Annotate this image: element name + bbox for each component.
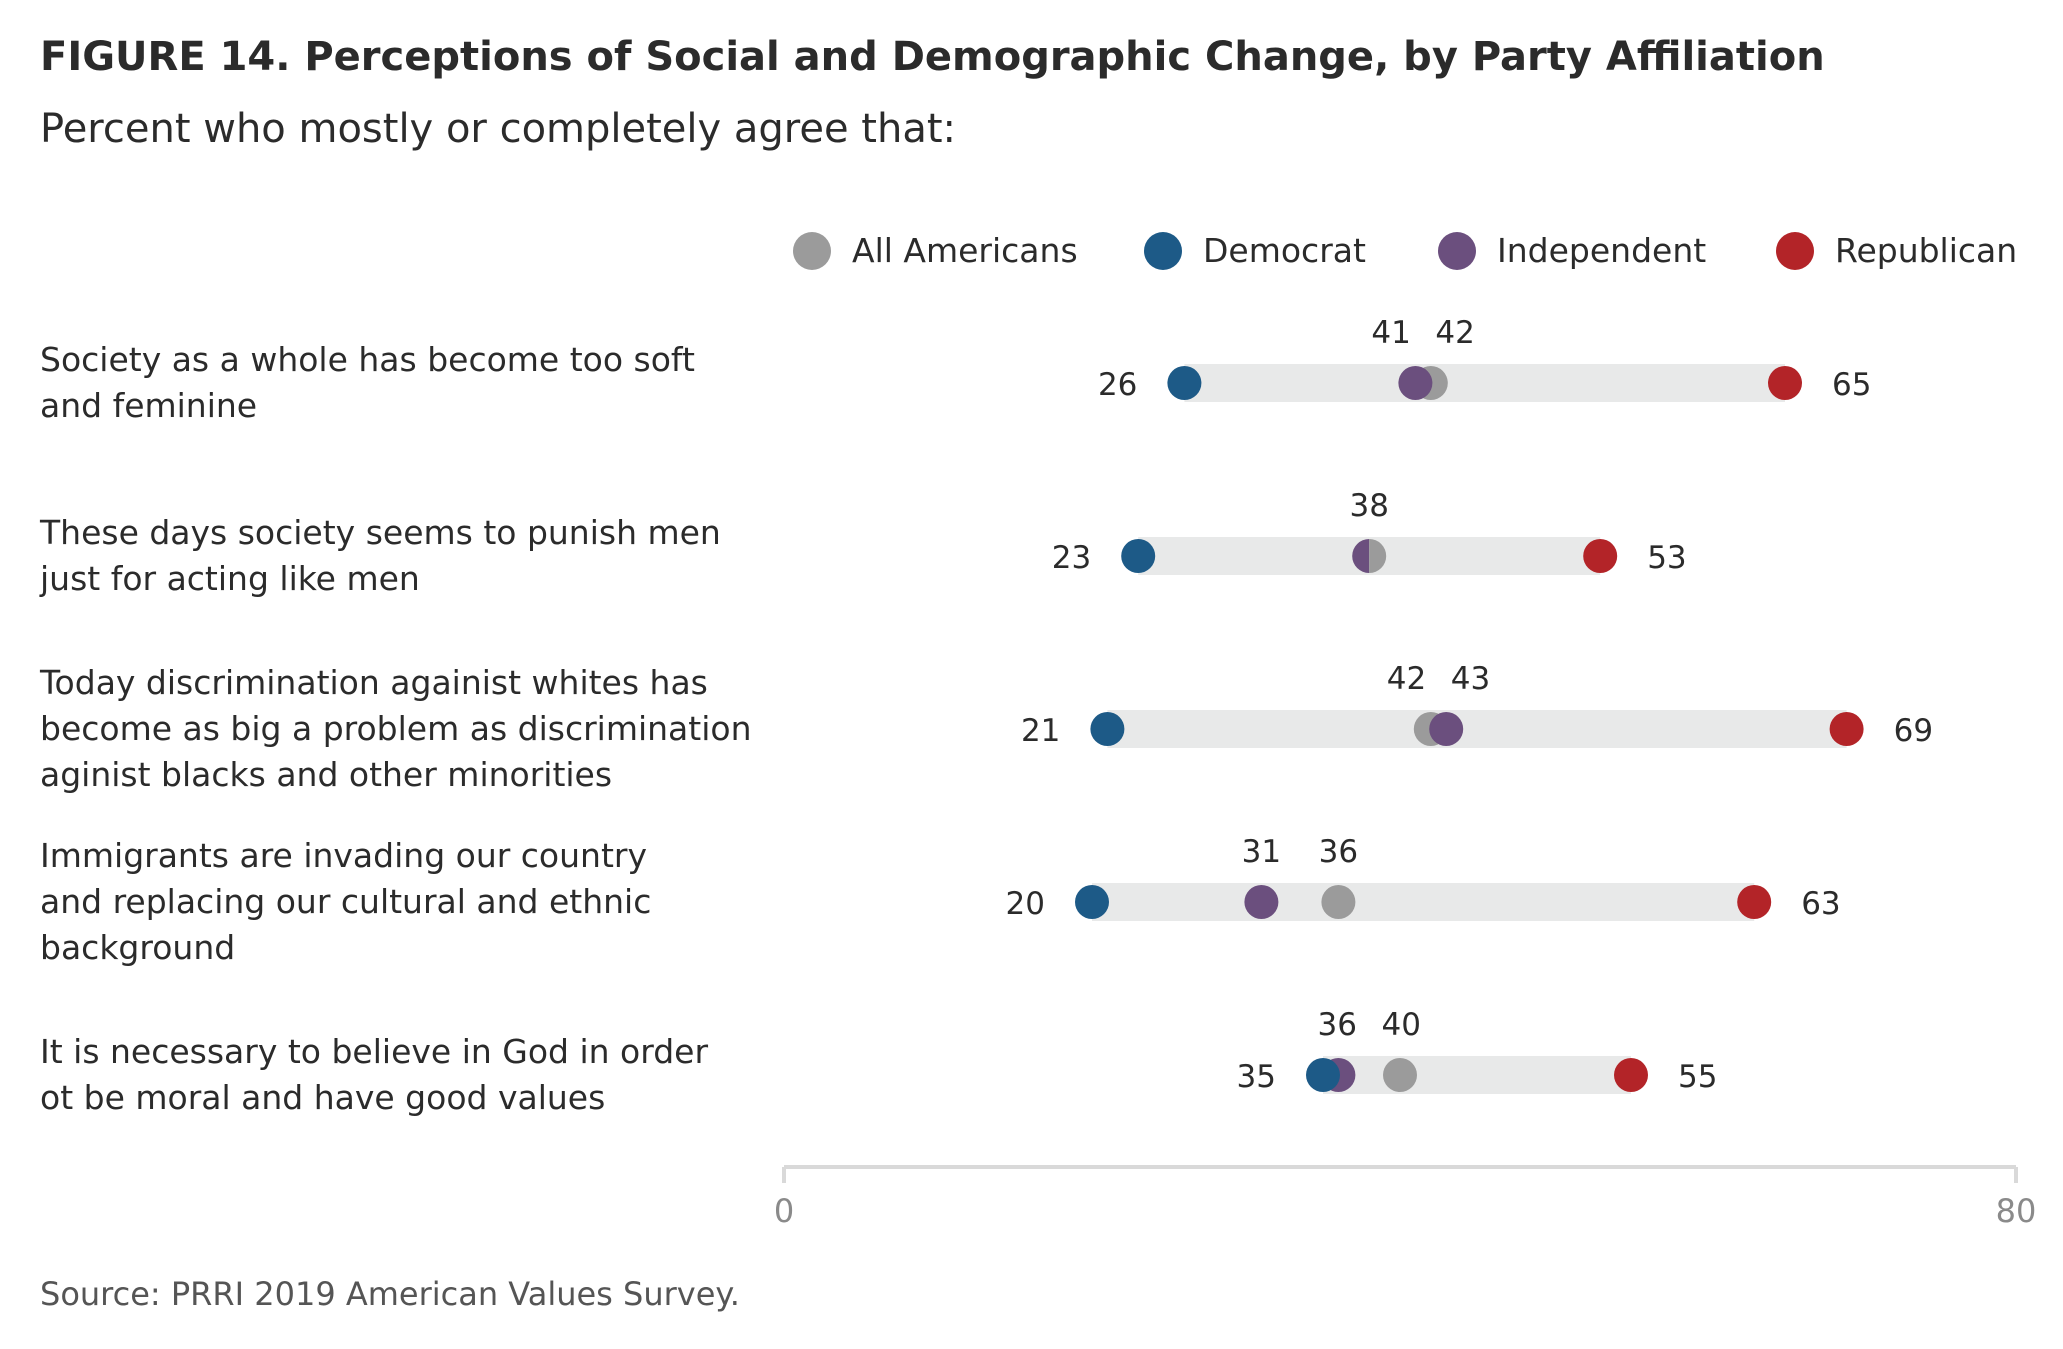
range-bar [1107, 710, 1847, 748]
range-bar [1184, 364, 1785, 402]
category-label: just for acting like men [39, 559, 420, 598]
x-tick-label: 0 [774, 1192, 794, 1230]
dot-democrat [1121, 539, 1156, 573]
dot-republican [1768, 366, 1802, 400]
value-label-republican: 55 [1678, 1059, 1717, 1095]
category-label: Immigrants are invading our country [40, 836, 647, 875]
chart-title: FIGURE 14. Perceptions of Social and Dem… [40, 34, 1825, 80]
dot-independent-half [1352, 539, 1370, 573]
value-label-democrat: 23 [1052, 540, 1091, 576]
dot-all-americans-half [1369, 539, 1387, 573]
category-label: ot be moral and have good values [40, 1078, 605, 1117]
dot-democrat [1075, 885, 1109, 919]
legend-marker [793, 232, 831, 270]
dot-democrat [1167, 366, 1202, 400]
value-label-republican: 63 [1801, 886, 1840, 922]
dot-independent [1429, 712, 1464, 746]
range-bar [1092, 883, 1755, 921]
category-label: and replacing our cultural and ethnic [40, 882, 651, 921]
value-label-independent: 36 [1317, 1007, 1356, 1043]
category-label: These days society seems to punish men [39, 513, 721, 552]
value-label-democrat: 20 [1006, 886, 1045, 922]
dot-republican [1829, 712, 1864, 746]
value-label-independent: 31 [1242, 834, 1281, 870]
category-label: aginist blacks and other minorities [40, 755, 612, 794]
value-label-all-americans: 42 [1387, 661, 1426, 697]
dot-independent [1244, 885, 1279, 919]
chart-subtitle: Percent who mostly or completely agree t… [40, 106, 957, 152]
dot-democrat [1306, 1058, 1340, 1092]
legend-marker [1438, 232, 1476, 270]
range-bar [1323, 1056, 1631, 1094]
dot-all-americans [1321, 885, 1356, 919]
dot-republican [1583, 539, 1618, 573]
dot-republican [1614, 1058, 1648, 1092]
value-label-democrat: 21 [1021, 713, 1060, 749]
value-label-independent: 41 [1371, 315, 1410, 351]
legend-marker [1144, 232, 1182, 270]
legend-label: Democrat [1203, 231, 1366, 270]
value-label-democrat: 26 [1098, 367, 1137, 403]
source-note: Source: PRRI 2019 American Values Survey… [40, 1275, 740, 1313]
value-label-all-americans: 36 [1319, 834, 1358, 870]
x-tick-label: 80 [1996, 1192, 2037, 1230]
legend-label: All Americans [852, 231, 1078, 270]
value-label-independent: 43 [1451, 661, 1490, 697]
value-label-democrat: 35 [1237, 1059, 1276, 1095]
legend-label: Republican [1835, 231, 2017, 270]
value-label-all-americans: 42 [1435, 315, 1474, 351]
category-label: Society as a whole has become too soft [40, 340, 695, 379]
category-label: background [40, 928, 235, 967]
value-label-all-americans: 38 [1349, 488, 1388, 524]
legend-marker [1776, 232, 1814, 270]
value-label-all-americans: 40 [1381, 1007, 1420, 1043]
legend-label: Independent [1497, 231, 1706, 270]
category-label: It is necessary to believe in God in ord… [40, 1032, 708, 1071]
dot-independent [1398, 366, 1433, 400]
dot-all-americans [1383, 1058, 1417, 1092]
dot-republican [1737, 885, 1772, 919]
category-label: and feminine [40, 386, 257, 425]
category-label: Today discrimination againist whites has [39, 663, 708, 702]
value-label-republican: 53 [1647, 540, 1686, 576]
category-label: become as big a problem as discriminatio… [40, 709, 751, 748]
value-label-republican: 69 [1894, 713, 1933, 749]
dot-democrat [1090, 712, 1125, 746]
value-label-republican: 65 [1832, 367, 1871, 403]
